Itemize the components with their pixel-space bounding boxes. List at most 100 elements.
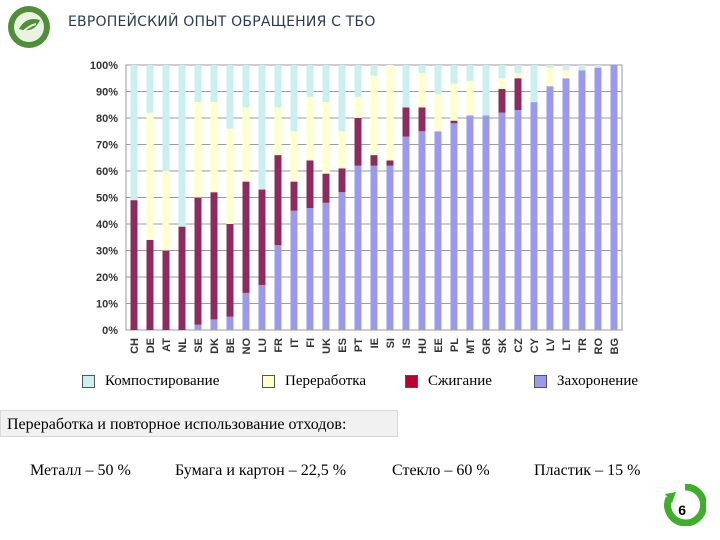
legend-label-composting: Компостирование xyxy=(105,373,220,389)
bar-segment xyxy=(274,107,282,156)
bar-segment xyxy=(194,102,202,198)
x-tick-label: PL xyxy=(449,338,461,352)
bar-segment xyxy=(466,65,474,81)
x-tick-label: UK xyxy=(321,338,333,354)
x-tick-label: FI xyxy=(305,338,317,348)
x-tick-label: CH xyxy=(129,338,141,354)
bar-segment xyxy=(322,173,330,203)
bar-segment xyxy=(146,112,154,240)
bar-segment xyxy=(354,118,362,166)
bar-segment xyxy=(370,65,378,76)
bar-segment xyxy=(322,65,330,103)
bar-segment xyxy=(258,284,266,330)
bar-segment xyxy=(418,107,426,132)
x-tick-label: TR xyxy=(577,338,589,353)
bar-segment xyxy=(322,202,330,330)
y-tick-label: 100% xyxy=(90,60,118,72)
bar-segment xyxy=(338,192,346,330)
bar-segment xyxy=(242,292,250,330)
bar-segment xyxy=(402,65,410,108)
bar-segment xyxy=(146,239,154,330)
bar-segment xyxy=(258,189,266,285)
bar-segment xyxy=(546,65,554,68)
bar-segment xyxy=(130,200,138,330)
bar-segment xyxy=(210,319,218,330)
legend-item-composting: Компостирование xyxy=(82,373,219,390)
bar-segment xyxy=(466,80,474,116)
bar-segment xyxy=(562,65,570,71)
bar-segment xyxy=(514,65,522,73)
bar-segment xyxy=(498,112,506,330)
bar-segment xyxy=(386,160,394,166)
bar-segment xyxy=(354,165,362,330)
bar-segment xyxy=(178,226,186,330)
bar-segment xyxy=(274,155,282,246)
bar-segment xyxy=(226,65,234,129)
x-tick-label: RO xyxy=(593,338,605,355)
legend-swatch-incineration xyxy=(405,375,418,388)
x-tick-label: IS xyxy=(401,338,413,348)
x-tick-label: BE xyxy=(225,338,237,353)
bar-segment xyxy=(338,131,346,169)
y-tick-label: 10% xyxy=(96,299,118,311)
legend-swatch-landfill xyxy=(534,375,547,388)
bar-segment xyxy=(226,128,234,224)
bar-segment xyxy=(130,65,138,201)
bar-segment xyxy=(306,160,314,209)
bar-segment xyxy=(226,224,234,317)
x-tick-label: IE xyxy=(369,338,381,348)
bar-segment xyxy=(482,115,490,330)
recycle-page-icon xyxy=(664,484,706,526)
bar-segment xyxy=(354,65,362,97)
page-number: 6 xyxy=(678,502,686,518)
y-tick-label: 60% xyxy=(96,166,118,178)
bar-segment xyxy=(210,102,218,193)
bar-segment xyxy=(322,102,330,174)
bar-segment xyxy=(338,168,346,193)
bar-segment xyxy=(498,65,506,79)
x-tick-label: NL xyxy=(177,338,189,353)
bar-segment xyxy=(594,67,602,331)
bar-segment xyxy=(450,120,458,124)
bar-segment xyxy=(610,65,618,330)
bar-segment xyxy=(194,65,202,103)
x-tick-label: PT xyxy=(353,338,365,352)
bar-segment xyxy=(418,131,426,330)
y-tick-label: 0% xyxy=(102,325,118,337)
bar-segment xyxy=(482,65,490,116)
fact-paper: Бумага и картон – 22,5 % xyxy=(175,462,347,479)
x-tick-label: LT xyxy=(561,338,573,351)
bar-segment xyxy=(146,65,154,113)
y-tick-label: 40% xyxy=(96,219,118,231)
bar-segment xyxy=(210,65,218,103)
fact-metal: Металл – 50 % xyxy=(30,462,131,479)
bar-segment xyxy=(498,78,506,89)
x-tick-label: IT xyxy=(289,338,301,348)
bar-segment xyxy=(306,65,314,97)
bar-segment xyxy=(274,245,282,330)
y-tick-label: 80% xyxy=(96,113,118,125)
bar-segment xyxy=(242,107,250,182)
x-tick-label: DK xyxy=(209,338,221,354)
recycling-logo xyxy=(8,6,50,48)
legend-swatch-composting xyxy=(82,375,95,388)
bar-segment xyxy=(402,107,410,137)
y-tick-label: 50% xyxy=(96,193,118,205)
bar-segment xyxy=(194,197,202,325)
x-tick-label: ES xyxy=(337,338,349,353)
page-title: ЕВРОПЕЙСКИЙ ОПЫТ ОБРАЩЕНИЯ С ТБО xyxy=(68,14,376,30)
bar-segment xyxy=(546,67,554,87)
bar-segment xyxy=(162,65,170,171)
bar-segment xyxy=(594,65,602,68)
bar-segment xyxy=(514,110,522,330)
legend-item-incineration: Сжигание xyxy=(405,373,492,390)
y-tick-label: 20% xyxy=(96,272,118,284)
legend-label-recycling: Переработка xyxy=(285,373,367,389)
bar-segment xyxy=(242,181,250,293)
bar-segment xyxy=(194,324,202,330)
bar-segment xyxy=(258,65,266,190)
fact-plastic: Пластик – 15 % xyxy=(534,462,641,479)
bar-segment xyxy=(210,192,218,320)
bar-segment xyxy=(514,72,522,79)
x-tick-label: GR xyxy=(481,338,493,355)
